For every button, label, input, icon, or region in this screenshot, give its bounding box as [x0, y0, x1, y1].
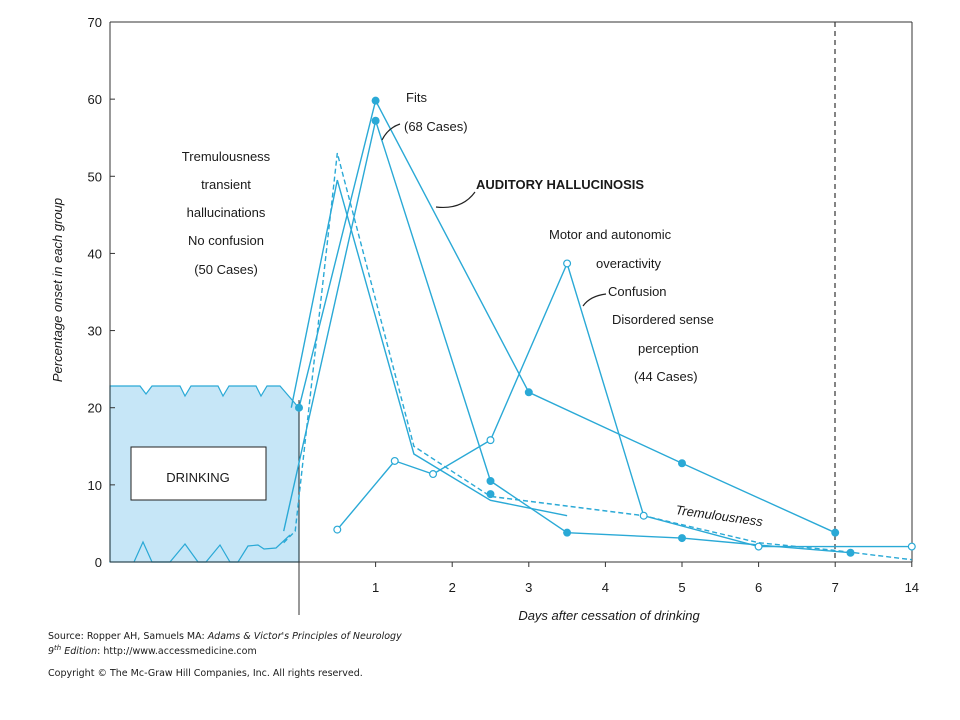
series-1-point — [524, 388, 533, 397]
x-tick-label: 3 — [525, 580, 532, 595]
y-axis-title: Percentage onset in each group — [50, 198, 65, 382]
tremulousness-line-4: No confusion — [188, 233, 264, 248]
series-5-point — [639, 511, 648, 520]
series-5-point — [907, 542, 916, 551]
y-tick-label: 60 — [88, 92, 102, 107]
edition-sup: th — [54, 644, 62, 652]
copyright-text: Copyright © The Mc-Graw Hill Companies, … — [48, 668, 363, 679]
series-line-1 — [298, 98, 836, 534]
fits-cases-label: (68 Cases) — [404, 119, 468, 134]
y-tick-label: 0 — [95, 555, 102, 570]
series-5-point — [333, 525, 342, 534]
y-tick-label: 20 — [88, 401, 102, 416]
motor-line-3: Confusion — [608, 284, 667, 299]
motor-line-1: Motor and autonomic — [549, 227, 672, 242]
motor-block: Motor and autonomic overactivity Confusi… — [549, 227, 714, 384]
series-2-point — [846, 548, 855, 557]
series-1-point — [831, 528, 840, 537]
series-5-point — [486, 436, 495, 445]
y-tick-label: 10 — [88, 478, 102, 493]
motor-line-2: overactivity — [596, 256, 662, 271]
edition-line: 9th Edition: http://www.accessmedicine.c… — [48, 643, 257, 657]
auditory-label: AUDITORY HALLUCINOSIS — [476, 177, 644, 192]
fits-label: Fits — [406, 90, 427, 105]
series-5-point — [429, 470, 438, 479]
series-5-point — [563, 259, 572, 268]
edition-text: Edition — [61, 646, 98, 658]
x-axis-title: Days after cessation of drinking — [518, 608, 700, 623]
source-url: : http://www.accessmedicine.com — [97, 646, 257, 658]
x-tick-label: 5 — [678, 580, 685, 595]
series-line-5 — [336, 261, 912, 548]
fits-leader — [381, 123, 401, 141]
series-1-point — [295, 403, 304, 412]
x-tick-label: 2 — [449, 580, 456, 595]
series-2-point — [563, 528, 572, 537]
y-tick-label: 30 — [88, 324, 102, 339]
y-tick-label: 70 — [88, 15, 102, 30]
tremulousness-curve-label: Tremulousness — [675, 502, 765, 529]
source-line: Source: Ropper AH, Samuels MA: Adams & V… — [48, 631, 402, 642]
edition-number: 9 — [48, 646, 55, 658]
tremulousness-line-5: (50 Cases) — [194, 262, 258, 277]
drinking-label: DRINKING — [166, 470, 230, 485]
x-tick-label: 14 — [905, 580, 919, 595]
series-1-point — [677, 459, 686, 468]
drinking-label-box — [130, 446, 267, 501]
series-2-point — [371, 116, 380, 125]
series-2-point — [486, 477, 495, 486]
x-tick-label: 6 — [755, 580, 762, 595]
series-2-point — [677, 534, 686, 543]
tremulousness-line-1: Tremulousness — [182, 149, 271, 164]
series-5-point — [754, 542, 763, 551]
series-3-point — [486, 490, 495, 499]
motor-line-5: perception — [638, 341, 699, 356]
y-tick-label: 40 — [88, 246, 102, 261]
series-5-point — [390, 456, 399, 465]
series-line-4 — [283, 152, 912, 561]
series-line-3 — [290, 179, 568, 517]
confusion-leader — [582, 293, 607, 307]
source-title: Adams & Victor's Principles of Neurology — [207, 631, 402, 642]
x-tick-label: 1 — [372, 580, 379, 595]
x-tick-label: 4 — [602, 580, 609, 595]
motor-line-6: (44 Cases) — [634, 369, 698, 384]
tremulousness-block: Tremulousness transient hallucinations N… — [182, 149, 271, 277]
series-1-point — [371, 96, 380, 105]
source-prefix: Source: Ropper AH, Samuels MA: — [48, 631, 208, 642]
y-tick-label: 50 — [88, 169, 102, 184]
tremulousness-line-2: transient — [201, 177, 251, 192]
x-tick-label: 7 — [832, 580, 839, 595]
tremulousness-line-3: hallucinations — [187, 205, 266, 220]
auditory-leader — [435, 191, 476, 209]
copyright-line: Copyright © The Mc-Graw Hill Companies, … — [48, 668, 363, 679]
motor-line-4: Disordered sense — [612, 312, 714, 327]
